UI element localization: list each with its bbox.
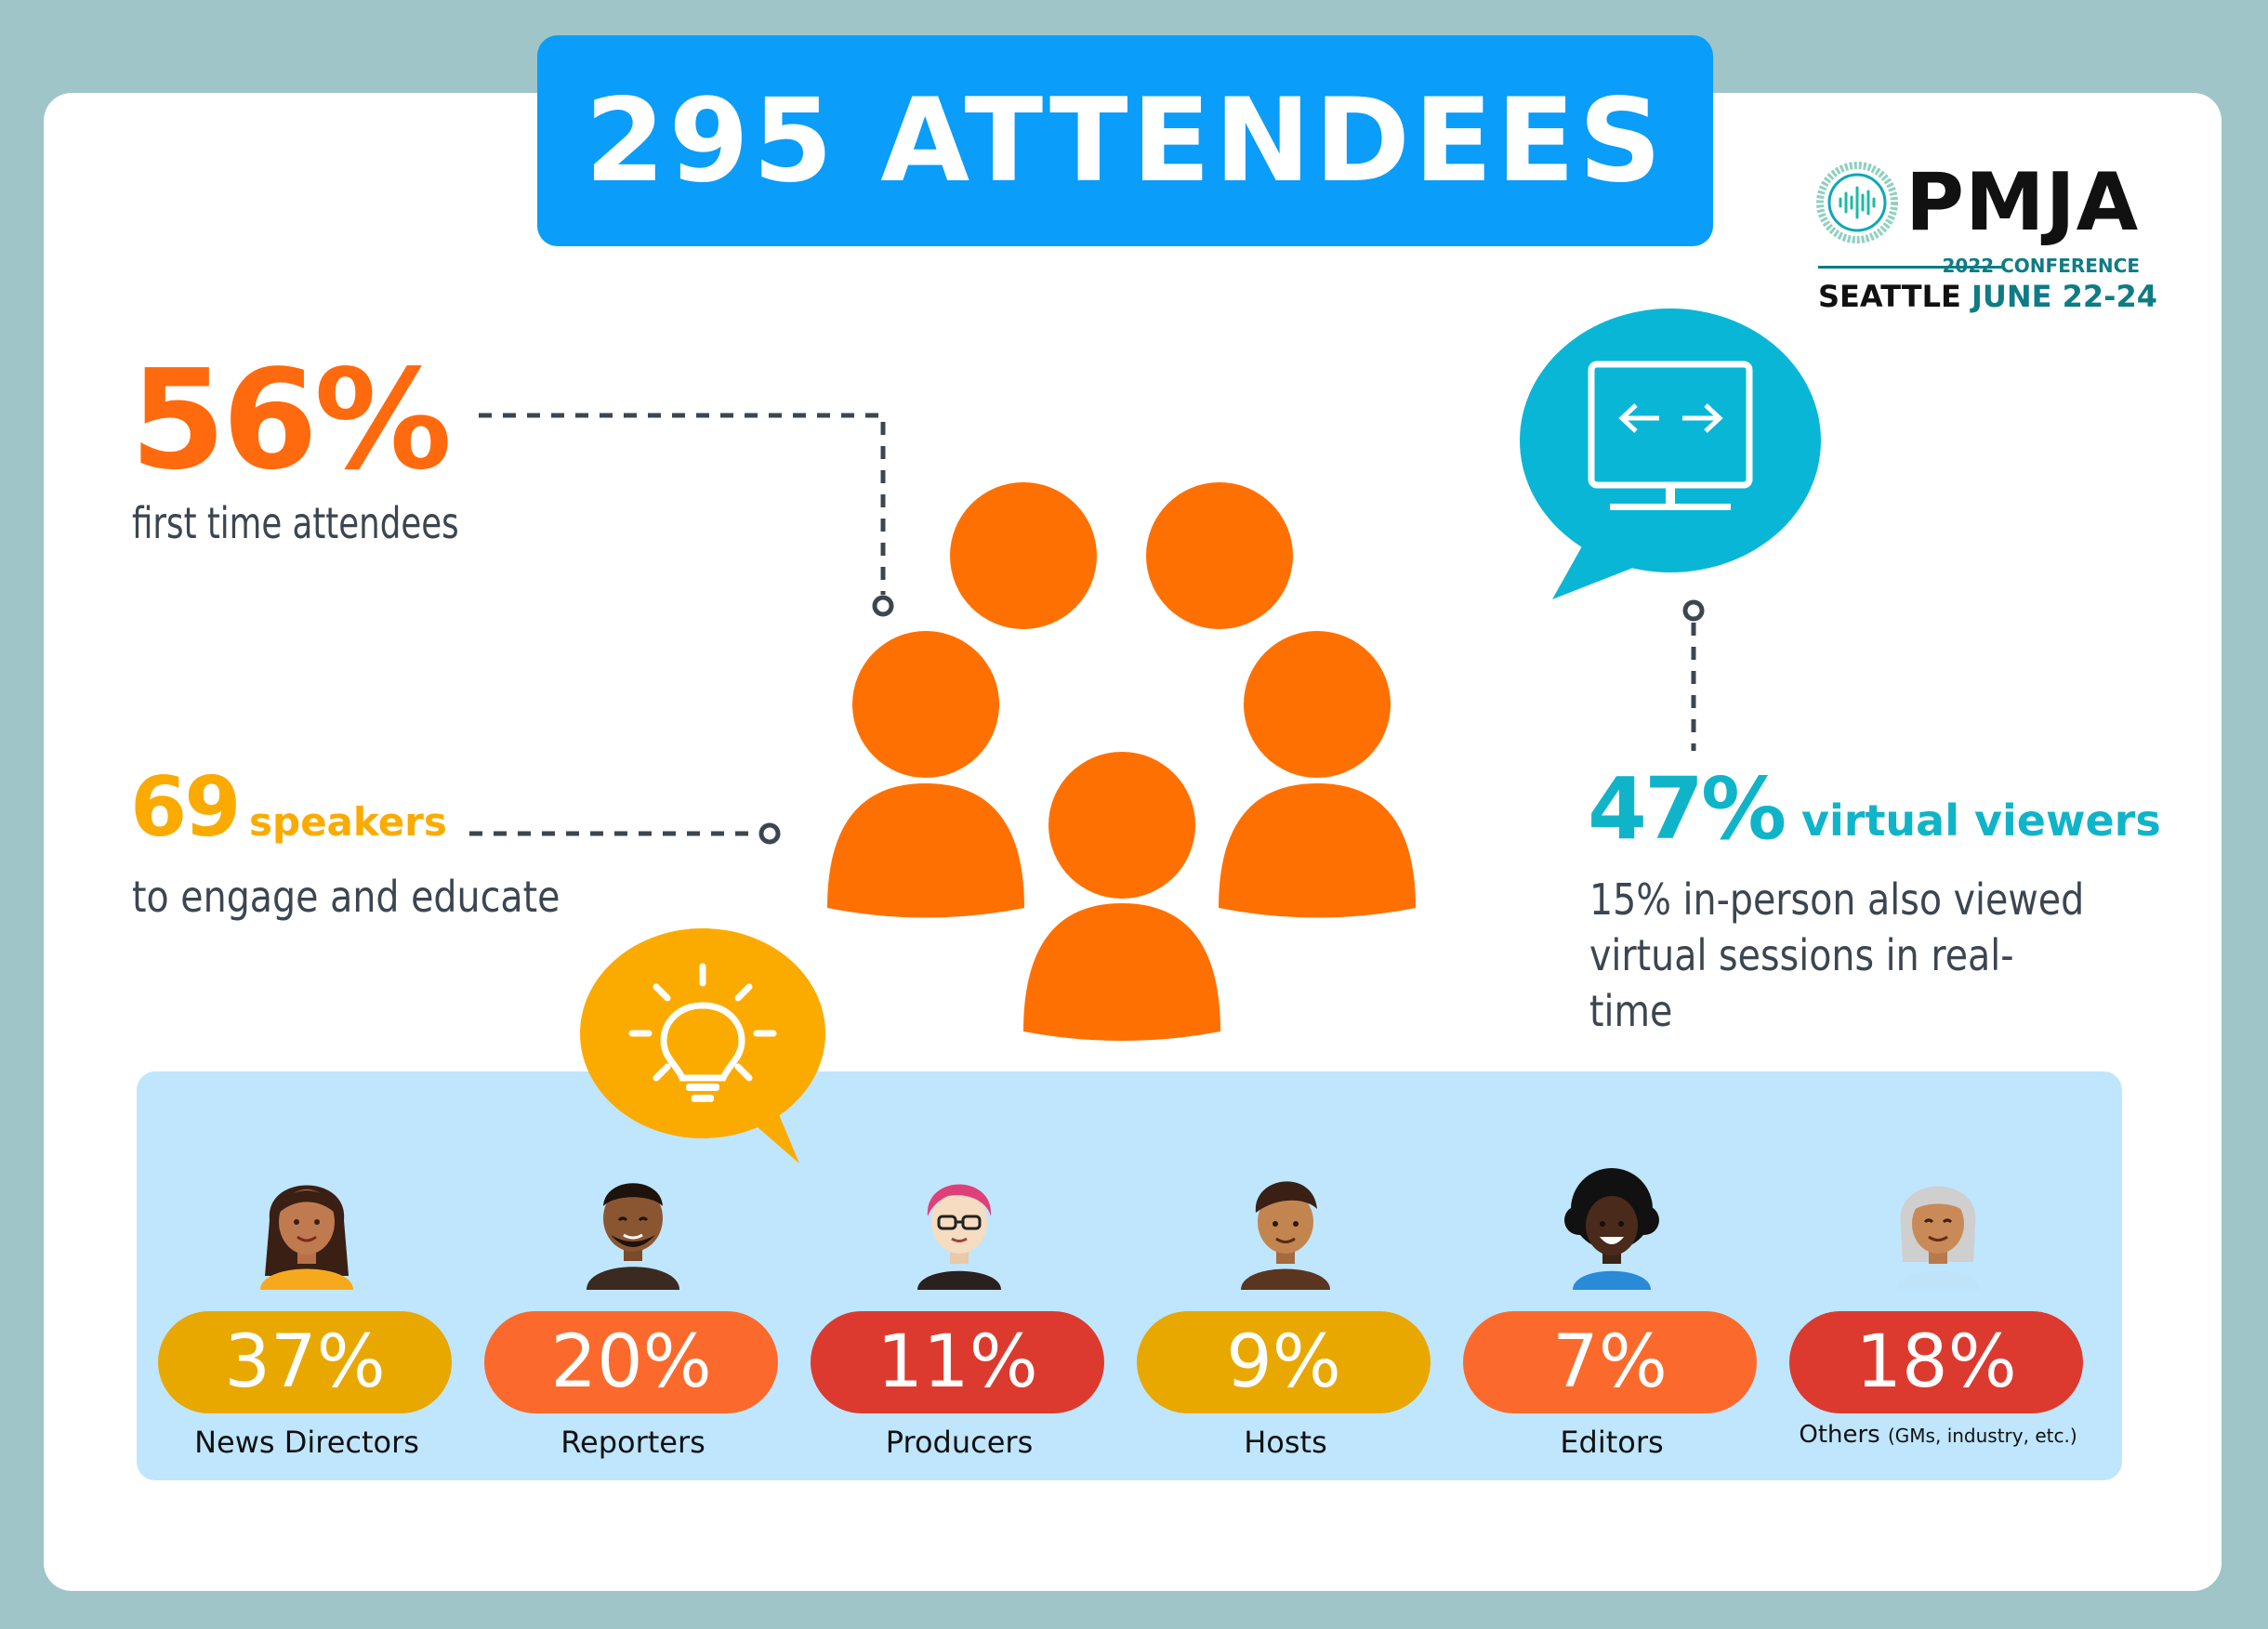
speakers-label: to engage and educate [132, 872, 560, 922]
role-reporters: 20% Reporters [484, 1071, 782, 1480]
speakers-count: 69 [130, 759, 241, 855]
connector-end-dot [872, 595, 894, 617]
title-banner: 295 ATTENDEES [537, 35, 1713, 246]
role-label: Hosts [1244, 1425, 1327, 1460]
logo-subtitle: 2022 CONFERENCE [1942, 255, 2140, 277]
role-label: News Directors [194, 1425, 419, 1460]
page-title: 295 ATTENDEES [585, 73, 1666, 208]
others-avatar-icon [1897, 1186, 1979, 1290]
speakers-word: speakers [249, 799, 447, 845]
host-avatar-icon [1241, 1181, 1330, 1290]
role-label: Reporters [560, 1425, 705, 1460]
virtual-percent: 47% [1588, 759, 1787, 859]
connector-end-dot [758, 822, 781, 845]
role-hosts: 9% Hosts [1137, 1071, 1434, 1480]
logo-rule [1818, 266, 2004, 269]
virtual-label: 15% in-person also viewed virtual sessio… [1589, 872, 2085, 1039]
monitor-speech-bubble-icon [1520, 309, 1821, 599]
roles-panel: 37% News Directors 20% Reporters 11% [137, 1071, 2122, 1480]
role-percent-pill: 11% [811, 1311, 1104, 1413]
connector-end-dot [1682, 599, 1705, 622]
virtual-label-line2: virtual sessions in real-time [1589, 930, 2014, 1036]
role-producers: 11% Producers [811, 1071, 1108, 1480]
role-label: Editors [1560, 1425, 1664, 1460]
pmja-logo: PMJA 2022 CONFERENCE SEATTLE JUNE 22-24 [1814, 152, 2157, 320]
producer-avatar-icon [917, 1184, 1001, 1290]
lightbulb-speech-bubble-icon [580, 928, 825, 1163]
role-percent-pill: 18% [1789, 1311, 2083, 1413]
role-percent-pill: 9% [1137, 1311, 1431, 1413]
role-label-text: Others [1799, 1421, 1880, 1449]
logo-dates: JUNE 22-24 [1971, 279, 2157, 314]
role-others: 18% Others (GMs, industry, etc.) [1789, 1071, 2087, 1480]
news-director-avatar-icon [260, 1185, 353, 1290]
people-group-icon [827, 482, 1416, 1041]
role-label: Producers [885, 1425, 1034, 1460]
first-time-label: first time attendees [132, 498, 459, 548]
logo-city: SEATTLE [1818, 279, 1961, 314]
role-percent-pill: 37% [158, 1311, 452, 1413]
editor-avatar-icon [1564, 1168, 1659, 1290]
reporter-avatar-icon [587, 1183, 679, 1290]
role-percent-pill: 7% [1463, 1311, 1757, 1413]
first-time-percent: 56% [130, 340, 452, 500]
role-editors: 7% Editors [1463, 1071, 1760, 1480]
logo-name: PMJA [1905, 156, 2140, 249]
role-percent-pill: 20% [484, 1311, 778, 1413]
role-label-note: (GMs, industry, etc.) [1888, 1425, 2077, 1447]
logo-location: SEATTLE JUNE 22-24 [1818, 279, 2157, 314]
virtual-word: virtual viewers [1801, 795, 2161, 846]
virtual-label-line1: 15% in-person also viewed [1589, 874, 2085, 925]
role-news-directors: 37% News Directors [158, 1071, 455, 1480]
role-label: Others (GMs, industry, etc.) [1771, 1421, 2105, 1449]
pmja-logo-mark-icon [1816, 162, 1898, 243]
